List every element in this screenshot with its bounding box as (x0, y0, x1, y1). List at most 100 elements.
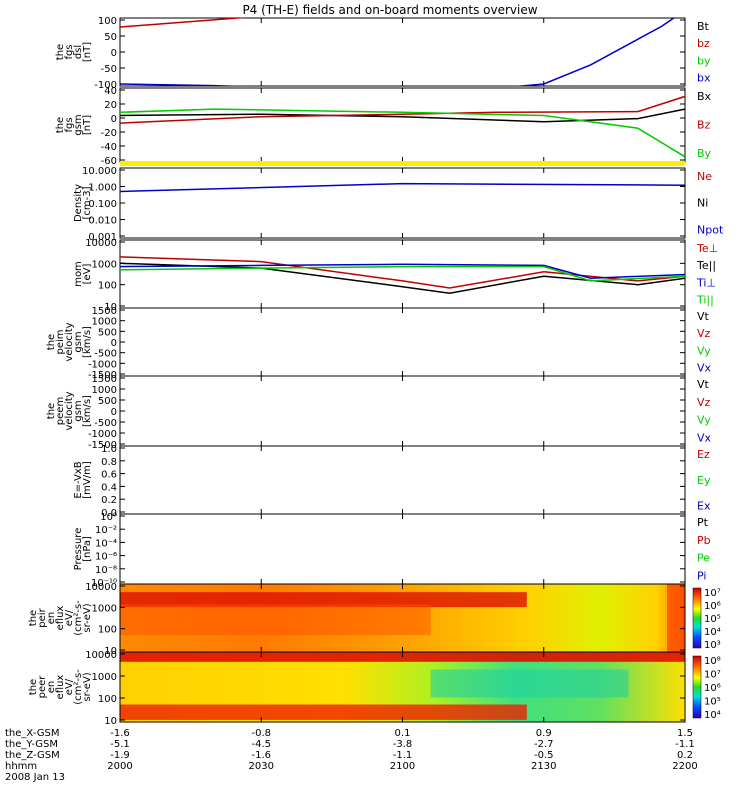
peer-tick-label: 10000 (85, 650, 117, 661)
footer-value: -0.8 (251, 728, 271, 739)
footer-value: -1.9 (110, 750, 130, 761)
temperature-tick-label: 10000 (85, 238, 117, 249)
peir-tick-label: 1000 (92, 603, 117, 614)
panel-fgs-gsm: 40 20 0 -20 -40 -60 thefgsgsm[nT] (55, 86, 686, 167)
peir-colorbar (692, 587, 702, 649)
fgs-gsm-legend-bz: Bz (697, 119, 711, 132)
density-legend-npot: Npot (697, 223, 724, 236)
density-series-npot (120, 182, 685, 193)
footer-value: -0.5 (534, 750, 554, 761)
temperature-tick-label: 10 (104, 302, 117, 313)
peim-velocity-tick-label: -500 (94, 349, 117, 360)
e-field-ylabel: E=-VxB[mV/m] (73, 461, 93, 499)
peir-colorbar-tick: 10³ (704, 640, 721, 651)
plot-title: P4 (TH-E) fields and on-board moments ov… (242, 3, 537, 17)
fgs-gsm-tick-label: 20 (104, 100, 117, 111)
peer-colorbar-tick: 10⁷ (704, 670, 721, 681)
pressure-tick-label: 10⁻⁸ (95, 565, 117, 576)
e-field-tick-label: 0.4 (101, 482, 117, 493)
peer-ylabel: thepeerenefluxeV/(cm²-s-sr-eV) (28, 669, 93, 705)
footer-value: 2000 (107, 761, 132, 772)
pressure-frame (119, 513, 686, 585)
footer-date: 2008 Jan 13 (5, 772, 65, 783)
peim-velocity-legend-vy: Vy (697, 344, 711, 357)
peem-velocity-legend-vt: Vt (697, 378, 710, 391)
peem-velocity-tick-label: -1500 (88, 440, 117, 451)
pressure-legend-pe: Pe (697, 552, 710, 565)
peem-velocity-tick-label: -500 (94, 418, 117, 429)
fgs-dsl-tick-label: 0 (111, 48, 117, 59)
footer-value: -2.7 (534, 739, 554, 750)
peim-velocity-tick-label: -1000 (88, 359, 117, 370)
peer-colorbar-tick: 10⁵ (704, 697, 721, 708)
peir-tick-label: 10000 (85, 582, 117, 593)
peim-velocity-legend-vt: Vt (697, 310, 710, 323)
fgs-dsl-series-bz (120, 18, 248, 28)
fgs-dsl-frame (119, 17, 686, 87)
peer-colorbar (692, 655, 702, 719)
density-tick-label: 10.000 (82, 166, 117, 177)
fgs-dsl-tick-label: -100 (94, 80, 117, 91)
temperature-ylabel: mom[eV] (73, 261, 93, 287)
pressure-tick-label: 10⁻² (95, 525, 117, 536)
fgs-dsl-legend-bt: Bt (697, 20, 710, 33)
e-field-legend-ey: Ey (697, 474, 711, 487)
density-frame (119, 167, 686, 239)
panel-e-field: 1.0 0.8 0.60.4 0.2 0.0 E=-VxB[mV/m] (73, 444, 686, 519)
peim-velocity-tick-label: -1500 (88, 370, 117, 381)
fgs-dsl-tick-label: 50 (104, 32, 117, 43)
pressure-tick-label: 10⁻⁴ (95, 538, 117, 549)
peim-velocity-tick-label: 500 (98, 327, 117, 338)
temperature-series-ti (120, 263, 685, 279)
peir-mid-flux-band (120, 604, 431, 635)
footer-row-label: the_X-GSM (5, 728, 59, 739)
fgs-dsl-legend-bz: bz (697, 37, 710, 50)
footer-row-label: the_Y-GSM (5, 739, 58, 750)
footer-value: 0.1 (395, 728, 411, 739)
footer-value: -4.5 (251, 739, 271, 750)
temperature-legend-te: Te⊥ (696, 242, 718, 255)
peem-velocity-tick-label: 1000 (92, 385, 117, 396)
pressure-legend-pt: Pt (697, 516, 709, 529)
fgs-gsm-series-by (120, 108, 685, 158)
peir-colorbar-tick: 10⁵ (704, 614, 721, 625)
peem-velocity-frame (119, 375, 686, 447)
peir-colorbar-tick: 10⁶ (704, 601, 721, 612)
peer-low-flux-region (430, 669, 629, 698)
peem-velocity-tick-label: 0 (111, 407, 117, 418)
peim-velocity-frame (119, 307, 686, 377)
footer-value: 2200 (672, 761, 697, 772)
panel-temperature: 10000 1000 100 10 mom[eV] (73, 238, 686, 313)
footer-value: 2030 (249, 761, 274, 772)
peem-velocity-legend-vz: Vz (697, 396, 711, 409)
peim-velocity-legend-vx: Vx (697, 362, 712, 375)
fgs-gsm-tick-label: 0 (111, 114, 117, 125)
fgs-gsm-ylabel: thefgsgsm[nT] (55, 114, 93, 135)
peem-velocity-tick-label: 500 (98, 396, 117, 407)
peer-tick-label: 10 (104, 716, 117, 727)
pressure-tick-label: 10⁻⁶ (95, 552, 117, 563)
footer-value: 1.5 (677, 728, 693, 739)
pressure-legend-pb: Pb (697, 534, 711, 547)
pressure-tick-label: 10⁰ (100, 512, 117, 523)
density-ylabel: Density[cm-3] (73, 184, 93, 222)
temperature-legend-te: Te|| (696, 259, 716, 272)
temperature-frame (119, 239, 686, 309)
fgs-dsl-ylabel: thefgsdsl[nT] (55, 42, 93, 62)
peir-colorbar-tick: 10⁴ (704, 627, 721, 638)
panel-pressure: 10⁰ 10⁻² 10⁻⁴ 10⁻⁶ 10⁻⁸ 10⁻¹⁰ Pressure[nPa] (73, 512, 686, 589)
fgs-gsm-tick-label: 40 (104, 86, 117, 97)
fgs-dsl-tick-label: 100 (98, 16, 117, 27)
panel-fgs-dsl: 100 50 0 -50 -100 thefgsdsl[nT] (55, 16, 686, 91)
e-field-legend-ex: Ex (697, 500, 711, 513)
peer-colorbar-tick: 10⁶ (704, 683, 721, 694)
temperature-series-ti (120, 265, 685, 282)
temperature-legend-ti: Ti⊥ (696, 276, 716, 289)
e-field-tick-label: 0.8 (101, 457, 117, 468)
peir-tick-label: 10 (104, 646, 117, 657)
density-tick-label: 0.100 (88, 199, 117, 210)
fgs-gsm-tick-label: -60 (101, 156, 117, 167)
peir-ylabel: thepeirenefluxeV/(cm²-s-sr-eV) (28, 600, 93, 636)
footer-value: -3.8 (393, 739, 413, 750)
